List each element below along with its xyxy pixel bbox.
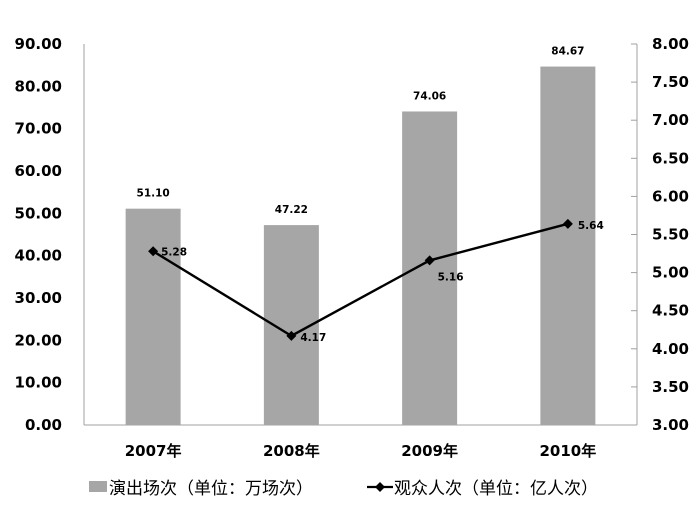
legend-line-label: 观众人次（单位：亿人次）	[394, 479, 598, 499]
right-axis-tick-label: 3.50	[652, 378, 689, 396]
category-label: 2007年	[125, 442, 182, 460]
category-label: 2010年	[540, 442, 597, 460]
left-axis-tick-label: 60.00	[15, 162, 62, 180]
right-axis-tick-label: 7.50	[652, 73, 689, 91]
legend-bar-label: 演出场次（单位：万场次）	[109, 479, 313, 499]
left-axis-tick-label: 0.00	[25, 416, 62, 434]
right-axis-tick-label: 5.50	[652, 226, 689, 244]
diamond-marker-icon	[562, 218, 573, 229]
right-axis-tick-label: 8.00	[652, 35, 689, 53]
left-axis-tick-label: 30.00	[15, 289, 62, 307]
bar	[125, 208, 181, 425]
right-axis-tick-label: 7.00	[652, 111, 689, 129]
line-data-label: 5.16	[438, 271, 464, 283]
left-axis-tick-label: 90.00	[15, 35, 62, 53]
line-data-label: 5.28	[161, 246, 187, 258]
diamond-marker-icon	[424, 255, 435, 266]
diamond-marker-icon	[286, 330, 297, 341]
bar-data-label: 74.06	[413, 90, 446, 102]
left-axis-tick-label: 80.00	[15, 77, 62, 95]
line-data-label: 5.64	[578, 220, 604, 232]
left-axis-tick-label: 10.00	[15, 374, 62, 392]
legend-bar-swatch	[89, 481, 107, 492]
diamond-marker-icon	[148, 246, 159, 257]
line-data-label: 4.17	[300, 332, 326, 344]
line-path	[152, 222, 569, 338]
axes: 0.00 10.00 20.00 30.00 40.00 50.00 60.00 70.00 8…	[15, 35, 689, 434]
right-axis-tick-label: 3.00	[652, 416, 689, 434]
left-axis-tick-label: 20.00	[15, 331, 62, 349]
left-axis-tick-label: 70.00	[15, 120, 62, 138]
category-label: 2009年	[401, 442, 458, 460]
left-axis-tick-label: 50.00	[15, 204, 62, 222]
category-label: 2008年	[263, 442, 320, 460]
right-axis-tick-label: 4.00	[652, 340, 689, 358]
bar-data-label: 47.22	[275, 204, 308, 216]
bar	[540, 66, 596, 426]
right-axis-tick-label: 6.50	[652, 149, 689, 167]
right-axis-tick-label: 5.00	[652, 264, 689, 282]
right-axis-tick-label: 6.00	[652, 187, 689, 205]
bar-data-label: 51.10	[137, 188, 170, 200]
left-axis-tick-label: 40.00	[15, 247, 62, 265]
line-series: 5.28 4.17 5.16 5.64	[148, 218, 604, 344]
bar-data-label: 84.67	[551, 46, 584, 58]
x-axis-labels: 2007年 2008年 2009年 2010年	[125, 442, 597, 460]
legend: 演出场次（单位：万场次） 观众人次（单位：亿人次）	[89, 479, 598, 499]
legend-line-swatch-icon	[367, 482, 393, 492]
right-axis-tick-label: 4.50	[652, 302, 689, 320]
bar	[402, 111, 458, 425]
